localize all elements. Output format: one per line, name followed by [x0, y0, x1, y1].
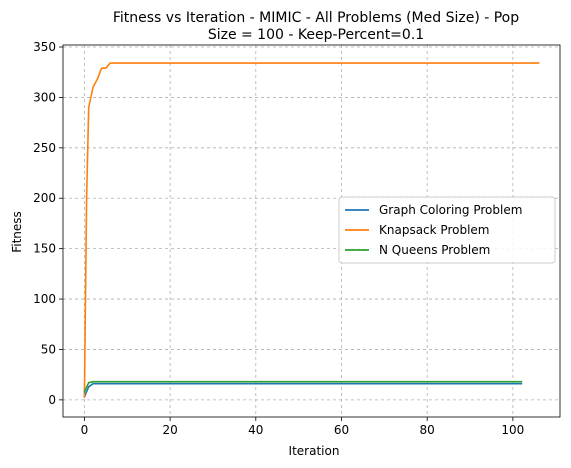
x-tick-label: 40	[248, 423, 263, 437]
series-line-1	[83, 382, 523, 398]
legend-entry-label: Graph Coloring Problem	[379, 203, 522, 217]
grid	[63, 45, 560, 417]
x-tick-label: 100	[501, 423, 524, 437]
y-tick-label: 150	[33, 242, 56, 256]
y-tick-label: 200	[33, 191, 56, 205]
axis-ticks: 0 20 40 60 80 100 0 50 100 150 200 250 300 350	[33, 40, 524, 437]
y-tick-label: 350	[33, 40, 56, 54]
y-tick-label: 100	[33, 292, 56, 306]
series-lines	[83, 62, 540, 398]
y-tick-label: 50	[41, 342, 56, 356]
legend-entry-label: N Queens Problem	[379, 243, 490, 257]
series-line-2	[83, 62, 540, 398]
y-axis-label: Fitness	[10, 211, 24, 253]
chart-title-line-2: Size = 100 - Keep-Percent=0.1	[208, 27, 424, 43]
chart-title-line-1: Fitness vs Iteration - MIMIC - All Probl…	[113, 10, 519, 26]
x-tick-label: 80	[420, 423, 435, 437]
x-tick-label: 60	[334, 423, 349, 437]
legend: Graph Coloring Problem Knapsack Problem N …	[338, 196, 556, 264]
x-tick-label: 0	[81, 423, 89, 437]
series-line-3	[83, 380, 523, 393]
x-tick-label: 20	[162, 423, 177, 437]
legend-entry-label: Knapsack Problem	[379, 223, 489, 237]
legend-box	[338, 196, 556, 264]
y-tick-label: 0	[48, 393, 56, 407]
y-tick-label: 250	[33, 141, 56, 155]
x-axis-label: Iteration	[289, 444, 340, 458]
plot-frame	[62, 44, 561, 418]
y-tick-label: 300	[33, 90, 56, 104]
